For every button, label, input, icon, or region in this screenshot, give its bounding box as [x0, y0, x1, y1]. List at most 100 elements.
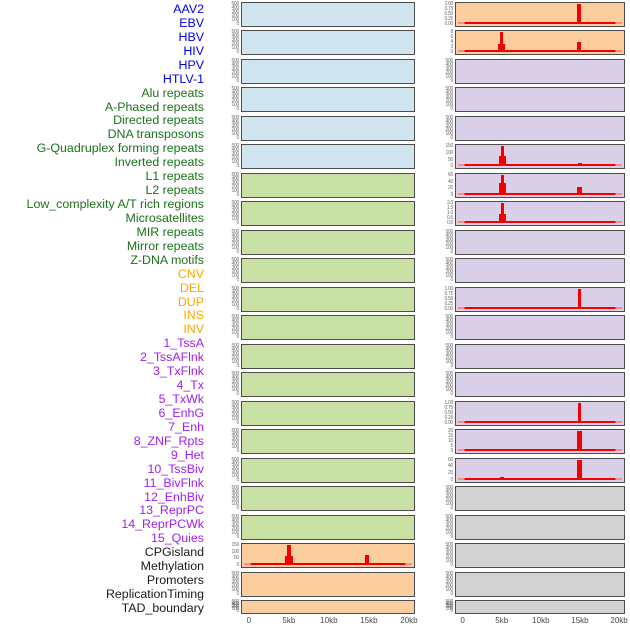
y-tick-label: 100	[231, 586, 240, 593]
track-label-del: DEL	[179, 280, 204, 295]
y-tick-label: 100	[231, 358, 240, 365]
y-tick-label: 0.5	[446, 215, 453, 222]
track-panel-l2-repeats	[241, 372, 415, 398]
track-label-1-tssa: 1_TssA	[163, 336, 204, 351]
signal-peak	[576, 41, 581, 53]
y-tick-label: 0	[450, 248, 454, 255]
y-tick-label: 300	[231, 521, 240, 528]
y-tick-label: 500	[231, 171, 240, 178]
track-panel-htlv-1	[241, 144, 415, 170]
y-tick-label: 300	[231, 602, 240, 609]
y-tick-label: 400	[231, 432, 240, 439]
signal-baseline	[457, 164, 623, 167]
y-tick-label: 1.00	[444, 399, 453, 406]
track-panel-hpv	[241, 115, 415, 141]
y-tick-label: 0	[450, 77, 454, 84]
y-tick-label: 0.50	[444, 409, 453, 416]
y-tick-label: 400	[445, 318, 454, 325]
y-tick-label: 200	[445, 525, 454, 532]
y-tick-label: 500	[231, 228, 240, 235]
y-tick-label: 100	[231, 130, 240, 137]
y-tick-label: 200	[231, 126, 240, 133]
signal-baseline	[457, 221, 623, 224]
track-label-htlv-1: HTLV-1	[162, 71, 204, 86]
y-tick-label: 300	[231, 322, 240, 329]
track-panel-inverted-repeats	[241, 315, 415, 341]
y-tick-label: 100	[445, 102, 454, 109]
track-label-11-bivflnk: 11_BivFlnk	[143, 475, 204, 490]
x-axis-tick-label: 10kb	[532, 616, 550, 625]
y-tick-label: 500	[231, 456, 240, 463]
y-tick-label: 200	[231, 269, 240, 276]
track-label-microsatellites: Microsatellites	[125, 210, 205, 225]
signal-baseline	[457, 420, 623, 423]
y-tick-label: 0	[236, 391, 240, 398]
y-tick-label: 400	[231, 600, 240, 607]
track-label-8-znf-rpts: 8_ZNF_Rpts	[133, 433, 204, 448]
x-axis-tick-label: 5kb	[495, 616, 509, 625]
y-tick-label: 500	[231, 57, 240, 64]
track-panel-12-enhbiv	[455, 372, 625, 398]
track-label-tad-boundary: TAD_boundary	[121, 600, 204, 615]
y-tick-label: 0	[236, 191, 240, 198]
y-tick-label: 2	[450, 44, 454, 51]
y-tick-label: 500	[445, 228, 454, 235]
y-tick-label: 60	[448, 171, 453, 178]
x-axis-tick-label: 5kb	[282, 616, 296, 625]
y-tick-label: 400	[231, 118, 240, 125]
y-tick-label: 300	[445, 379, 454, 386]
x-axis-tick-label: 15kb	[571, 616, 589, 625]
track-label-hpv: HPV	[178, 57, 204, 72]
y-tick-label: 0	[236, 334, 240, 341]
y-tick-label: 400	[231, 5, 240, 11]
y-tick-label: 0	[236, 362, 240, 369]
y-tick-label: 500	[231, 200, 240, 207]
y-tick-label: 0	[450, 277, 454, 284]
y-tick-label: 300	[445, 265, 454, 272]
y-tick-label: 0.00	[444, 305, 453, 312]
y-tick-label: 300	[231, 179, 240, 186]
y-tick-label: 200	[231, 240, 240, 247]
track-panel-promoters	[455, 543, 625, 569]
y-tick-label: 100	[231, 273, 240, 280]
track-label-15-quies: 15_Quies	[150, 531, 204, 546]
y-tick-label: 60	[448, 456, 453, 463]
y-tick-label: 0.25	[444, 414, 453, 421]
signal-baseline	[457, 449, 623, 452]
track-label-l2-repeats: L2 repeats	[145, 183, 204, 198]
y-tick-label: 500	[445, 114, 454, 121]
y-tick-label: 400	[231, 574, 240, 581]
track-panel-hiv	[241, 87, 415, 113]
y-tick-label: 1.00	[444, 1, 453, 7]
y-tick-label: 300	[231, 350, 240, 357]
y-tick-label: 100	[445, 586, 454, 593]
y-tick-label: 0	[236, 21, 240, 27]
y-tick-label: 100	[231, 330, 240, 337]
y-tick-label: 0	[450, 362, 454, 369]
y-tick-label: 0	[450, 608, 454, 615]
track-label-cpgisland: CPGisland	[144, 545, 204, 560]
track-panel-dna-transposons	[241, 258, 415, 284]
track-label-hiv: HIV	[183, 43, 204, 58]
y-tick-label: 0.75	[444, 290, 453, 297]
y-tick-label: 0	[450, 590, 454, 597]
y-tick-label: 400	[231, 375, 240, 382]
signal-peak	[500, 203, 504, 224]
track-label-9-het: 9_Het	[170, 447, 204, 462]
track-panel-z-dna-motifs	[241, 514, 415, 540]
y-tick-label: 500	[231, 285, 240, 292]
track-panel-del	[241, 571, 415, 597]
y-tick-label: 200	[231, 497, 240, 504]
track-panel-low-complexity-a-t-rich-regions	[241, 400, 415, 426]
y-tick-label: 200	[231, 41, 240, 48]
x-axis-tick-label: 10kb	[320, 616, 338, 625]
track-label-directed-repeats: Directed repeats	[113, 113, 204, 128]
y-tick-label: 500	[231, 428, 240, 435]
y-tick-label: 300	[445, 322, 454, 329]
y-tick-label: 400	[231, 261, 240, 268]
track-label-10-tssbiv: 10_TssBiv	[147, 461, 204, 476]
track-panel-11-bivflnk	[455, 343, 625, 369]
y-tick-label: 200	[231, 411, 240, 418]
y-tick-label: 200	[231, 155, 240, 162]
signal-peak	[577, 187, 583, 195]
